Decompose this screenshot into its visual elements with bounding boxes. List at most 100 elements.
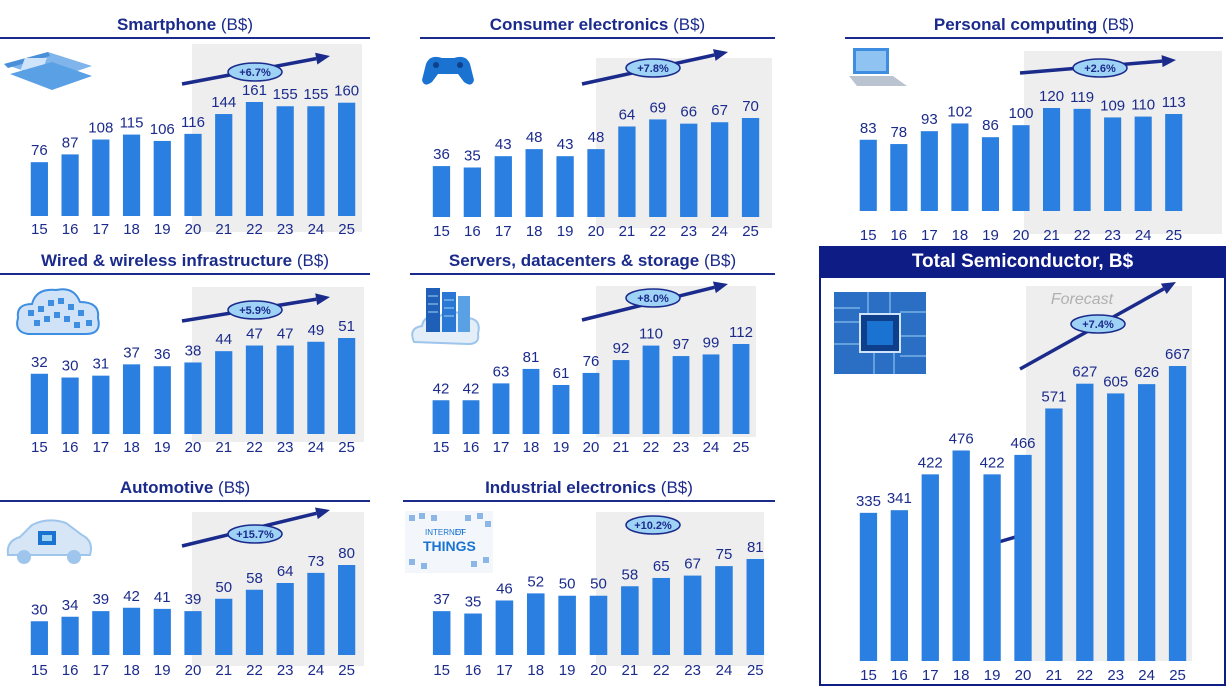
- cagr-badge: [227, 62, 283, 82]
- bar: [462, 400, 480, 434]
- servers-panel: Servers, datacenters & storage (B$) 42 15…: [410, 250, 775, 460]
- car-chip-icon: [2, 511, 94, 573]
- trend-arrow-head: [314, 507, 330, 520]
- bar: [61, 616, 79, 655]
- tick-label: 21: [1046, 667, 1063, 684]
- tick-label: 20: [1013, 227, 1030, 244]
- tick-label: 15: [433, 662, 450, 679]
- bar: [338, 565, 356, 655]
- tick-label: 17: [92, 439, 109, 456]
- tick-label: 25: [1169, 667, 1186, 684]
- data-label: 39: [92, 591, 109, 608]
- tick-label: 16: [464, 223, 481, 240]
- tick-label: 15: [31, 662, 48, 679]
- tick-label: 16: [62, 439, 79, 456]
- trend-arrow-head: [315, 52, 330, 65]
- cagr-label: +10.2%: [634, 520, 672, 532]
- data-label: 35: [465, 594, 482, 611]
- bar: [215, 351, 233, 434]
- data-label: 100: [1008, 105, 1033, 122]
- data-label: 39: [185, 591, 202, 608]
- tick-label: 25: [747, 662, 764, 679]
- data-label: 38: [185, 342, 202, 359]
- tick-label: 22: [246, 662, 263, 679]
- data-label: 78: [890, 124, 907, 141]
- data-label: 83: [860, 120, 877, 137]
- cagr-badge: [625, 515, 681, 535]
- bar: [61, 377, 79, 434]
- title-rule: [0, 37, 370, 39]
- tick-label: 15: [860, 667, 877, 684]
- bar: [746, 559, 765, 655]
- data-label: 47: [246, 326, 263, 343]
- data-label: 161: [242, 82, 267, 99]
- bar: [276, 106, 294, 216]
- bar: [464, 613, 482, 655]
- consumer-electronics-chart: 36 15 35 16 43 17 48 18 43 19 48 20 64 21 69 22 66 23 67 24…: [432, 49, 772, 240]
- data-label: 52: [527, 573, 544, 590]
- tick-label: 17: [922, 667, 939, 684]
- tick-label: 18: [952, 227, 969, 244]
- data-label: 37: [433, 591, 450, 608]
- tick-label: 20: [185, 439, 202, 456]
- cagr-label: +7.8%: [637, 63, 669, 75]
- total-header: Total Semiconductor, B$: [819, 246, 1226, 278]
- data-label: 34: [62, 597, 79, 614]
- tick-label: 15: [433, 223, 450, 240]
- bar: [649, 119, 667, 217]
- bar: [920, 131, 938, 211]
- bar: [952, 450, 970, 661]
- title-rule: [403, 500, 775, 502]
- tick-label: 24: [1138, 667, 1155, 684]
- tick-label: 23: [1107, 667, 1124, 684]
- tick-label: 24: [308, 221, 325, 238]
- data-label: 120: [1039, 88, 1064, 105]
- data-label: 64: [277, 563, 294, 580]
- tick-label: 20: [583, 439, 600, 456]
- bar: [589, 595, 608, 655]
- automotive-chart: 30 15 34 16 39 17 42 18 41 19 39 20 50 21 58 22 64 23 73 24…: [30, 507, 364, 679]
- tick-label: 18: [526, 223, 543, 240]
- bar: [587, 149, 605, 217]
- data-label: 422: [980, 454, 1005, 471]
- chart-title: Servers, datacenters & storage (B$): [448, 251, 737, 270]
- tick-label: 17: [495, 223, 512, 240]
- cagr-label: +8.0%: [637, 293, 669, 305]
- data-label: 50: [590, 576, 607, 593]
- bar: [245, 345, 264, 434]
- tick-label: 22: [1074, 227, 1091, 244]
- tick-label: 25: [1165, 227, 1182, 244]
- bar: [1076, 383, 1094, 661]
- bar: [715, 566, 733, 655]
- data-label: 81: [523, 349, 540, 366]
- bar: [1137, 384, 1156, 661]
- data-label: 476: [949, 430, 974, 447]
- tick-label: 16: [891, 667, 908, 684]
- tick-label: 16: [463, 439, 480, 456]
- tick-label: 24: [716, 662, 733, 679]
- infrastructure-panel: Wired & wireless infrastructure (B$) 32 1…: [0, 250, 370, 460]
- tick-label: 25: [338, 662, 355, 679]
- bar: [463, 167, 482, 217]
- tick-label: 17: [92, 662, 109, 679]
- bar: [859, 139, 877, 211]
- tick-label: 15: [31, 439, 48, 456]
- chart-title: Wired & wireless infrastructure (B$): [40, 251, 329, 270]
- data-label: 119: [1070, 89, 1094, 106]
- data-label: 58: [246, 570, 263, 587]
- bar: [1104, 117, 1122, 211]
- tick-label: 23: [277, 221, 294, 238]
- tick-label: 21: [622, 662, 639, 679]
- data-label: 47: [277, 326, 294, 343]
- tick-label: 19: [154, 439, 171, 456]
- tick-label: 18: [123, 221, 140, 238]
- data-label: 627: [1072, 364, 1097, 381]
- bar: [890, 144, 908, 211]
- data-label: 110: [1131, 97, 1155, 114]
- data-label: 35: [464, 148, 481, 165]
- cagr-label: +6.7%: [239, 67, 271, 79]
- trend-arrow-head: [712, 281, 728, 294]
- data-label: 422: [918, 454, 943, 471]
- data-label: 42: [123, 588, 140, 605]
- data-label: 76: [583, 353, 600, 370]
